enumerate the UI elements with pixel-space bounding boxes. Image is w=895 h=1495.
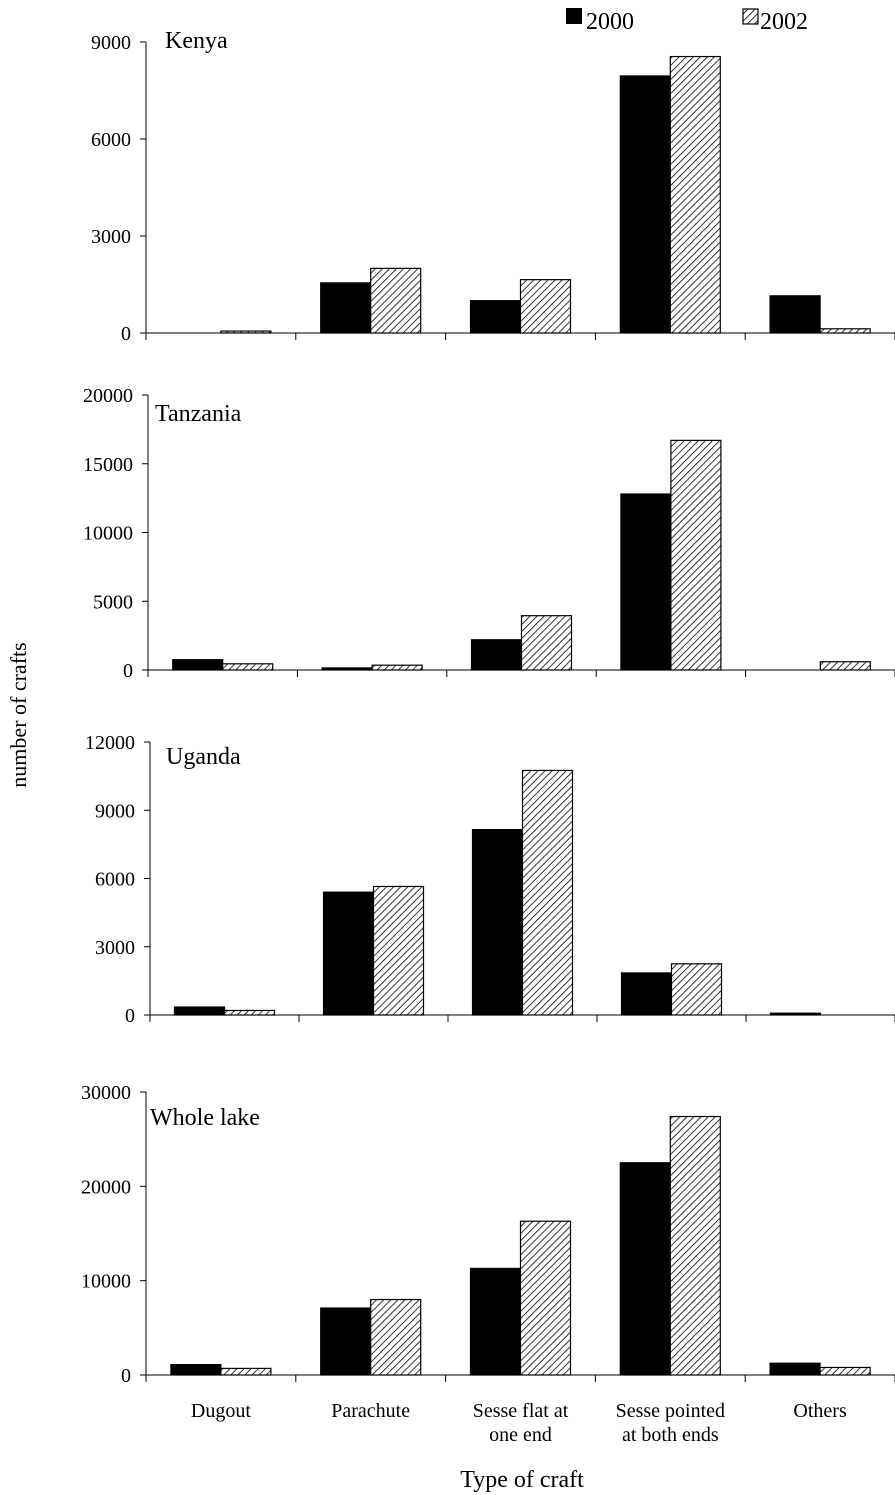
panel-title: Tanzania (155, 401, 242, 427)
panel-title: Uganda (166, 744, 241, 770)
panel-3: 0 3000 6000 9000 12000 Uganda (85, 732, 895, 1027)
bar-2000-2 (321, 667, 373, 671)
y-tick-label: 0 (121, 1365, 131, 1387)
bar-2000-3 (471, 828, 524, 1016)
bar-2000-5 (769, 1012, 822, 1016)
bar-2002-2 (370, 267, 422, 334)
bar-2002-1 (222, 663, 274, 671)
bar-2000-2 (322, 891, 375, 1016)
bar-2002-5 (819, 661, 871, 671)
y-tick-label: 9000 (95, 800, 135, 822)
bar-2000-3 (469, 1267, 522, 1376)
bar-2002-1 (220, 1367, 272, 1376)
bar-2000-2 (320, 282, 372, 334)
bar-2002-5 (819, 1366, 871, 1376)
x-category-label: Dugout (191, 1400, 251, 1422)
legend-label-2002: 2002 (760, 9, 808, 35)
y-tick-label: 6000 (95, 869, 135, 891)
bar-2002-3 (519, 1220, 572, 1376)
x-axis-label: Type of craft (460, 1467, 584, 1493)
bar-2002-5 (819, 328, 871, 334)
bar-2000-4 (619, 1162, 671, 1376)
bar-2000-5 (769, 295, 821, 334)
bar-2000-3 (470, 639, 523, 671)
y-tick-label: 20000 (81, 1176, 131, 1198)
bar-2000-4 (620, 972, 673, 1016)
x-category-label: Sesse pointed (616, 1400, 725, 1422)
legend-swatch-2002 (742, 8, 759, 25)
bar-2000-2 (320, 1307, 372, 1376)
bar-2000-4 (619, 75, 671, 334)
x-category-label: Sesse flat at (473, 1400, 569, 1422)
bar-2002-3 (520, 615, 573, 671)
bar-2002-2 (372, 885, 425, 1016)
bar-2000-1 (172, 659, 224, 671)
y-tick-label: 5000 (93, 591, 133, 613)
y-tick-label: 0 (125, 1005, 135, 1027)
bar-2002-4 (670, 963, 723, 1016)
bar-2002-3 (521, 769, 574, 1016)
y-tick-label: 12000 (85, 732, 135, 754)
y-tick-label: 6000 (91, 129, 131, 151)
bar-2002-4 (669, 55, 721, 334)
bar-2002-2 (371, 664, 423, 671)
legend-label-2000: 2000 (586, 9, 634, 35)
x-category-label: at both ends (622, 1424, 719, 1446)
chart-panels: 0 3000 6000 9000 Kenya 0 5000 10000 15000 20000 Ta… (81, 28, 895, 1387)
panel-title: Whole lake (150, 1105, 260, 1131)
bar-2002-2 (370, 1298, 422, 1376)
bar-2002-1 (223, 1009, 276, 1016)
y-tick-label: 15000 (83, 454, 133, 476)
y-tick-label: 10000 (83, 523, 133, 545)
panel-title: Kenya (165, 28, 228, 54)
y-tick-label: 0 (121, 323, 131, 345)
y-axis-label: number of crafts (6, 642, 31, 787)
legend: 2000 2002 (566, 8, 808, 35)
x-category-label: Parachute (331, 1400, 410, 1422)
bar-2000-4 (620, 493, 672, 671)
x-category-label: Others (793, 1400, 847, 1422)
y-tick-label: 9000 (91, 32, 131, 54)
legend-swatch-2000 (566, 8, 582, 24)
y-tick-label: 3000 (95, 937, 135, 959)
y-tick-label: 3000 (91, 226, 131, 248)
y-tick-label: 0 (123, 660, 133, 682)
bar-2000-1 (173, 1006, 226, 1016)
y-tick-label: 20000 (83, 385, 133, 407)
bar-2002-3 (519, 279, 572, 334)
bar-2000-5 (769, 1362, 821, 1376)
panel-4: 0 10000 20000 30000 Whole lake (81, 1082, 895, 1387)
y-tick-label: 30000 (81, 1082, 131, 1104)
panel-1: 0 3000 6000 9000 Kenya (91, 28, 895, 345)
bar-2000-1 (170, 1364, 222, 1376)
bar-2002-1 (220, 330, 272, 334)
bar-2002-4 (670, 439, 722, 671)
bar-2002-4 (669, 1115, 721, 1376)
x-category-label: one end (489, 1424, 552, 1446)
panel-2: 0 5000 10000 15000 20000 Tanzania (83, 385, 895, 682)
bar-2000-3 (469, 300, 522, 334)
y-tick-label: 10000 (81, 1271, 131, 1293)
